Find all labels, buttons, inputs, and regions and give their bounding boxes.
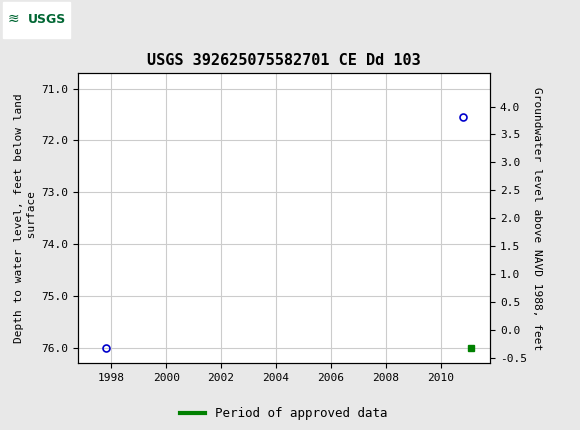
FancyBboxPatch shape — [3, 3, 70, 37]
Y-axis label: Groundwater level above NAVD 1988, feet: Groundwater level above NAVD 1988, feet — [532, 86, 542, 350]
Y-axis label: Depth to water level, feet below land
 surface: Depth to water level, feet below land su… — [14, 93, 38, 343]
Text: USGS: USGS — [28, 13, 66, 26]
Legend: Period of approved data: Period of approved data — [175, 402, 393, 425]
Text: ≋: ≋ — [8, 12, 19, 26]
Title: USGS 392625075582701 CE Dd 103: USGS 392625075582701 CE Dd 103 — [147, 53, 421, 68]
